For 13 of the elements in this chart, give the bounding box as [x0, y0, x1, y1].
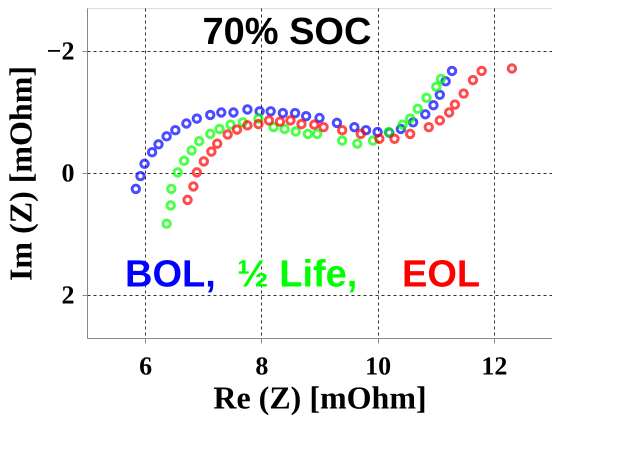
series-label: ½ Life, — [237, 253, 358, 296]
chart-title: 70% SOC — [202, 11, 372, 53]
y-axis-title: Im (Z) [mOhm] — [2, 66, 39, 282]
y-tick-label: 0 — [62, 158, 74, 188]
x-tick-label: 8 — [255, 352, 268, 380]
y-tick-label: 2 — [62, 280, 74, 310]
y-tick-label: −2 — [46, 36, 74, 66]
x-tick-label: 6 — [139, 352, 152, 380]
x-tick-label: 12 — [481, 352, 508, 380]
series-label: BOL, — [125, 253, 216, 296]
x-tick-label: 10 — [365, 352, 392, 380]
text: EOL — [402, 253, 480, 296]
x-axis-title: Re (Z) [mOhm] — [213, 380, 427, 416]
